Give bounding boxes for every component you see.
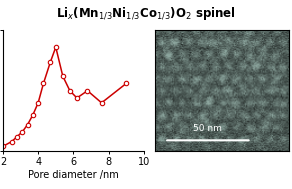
Text: Li$_x$(Mn$_{1/3}$Ni$_{1/3}$Co$_{1/3}$)O$_2$ spinel: Li$_x$(Mn$_{1/3}$Ni$_{1/3}$Co$_{1/3}$)O$… bbox=[56, 6, 236, 22]
X-axis label: Pore diameter /nm: Pore diameter /nm bbox=[28, 170, 119, 180]
Text: 50 nm: 50 nm bbox=[193, 124, 222, 133]
